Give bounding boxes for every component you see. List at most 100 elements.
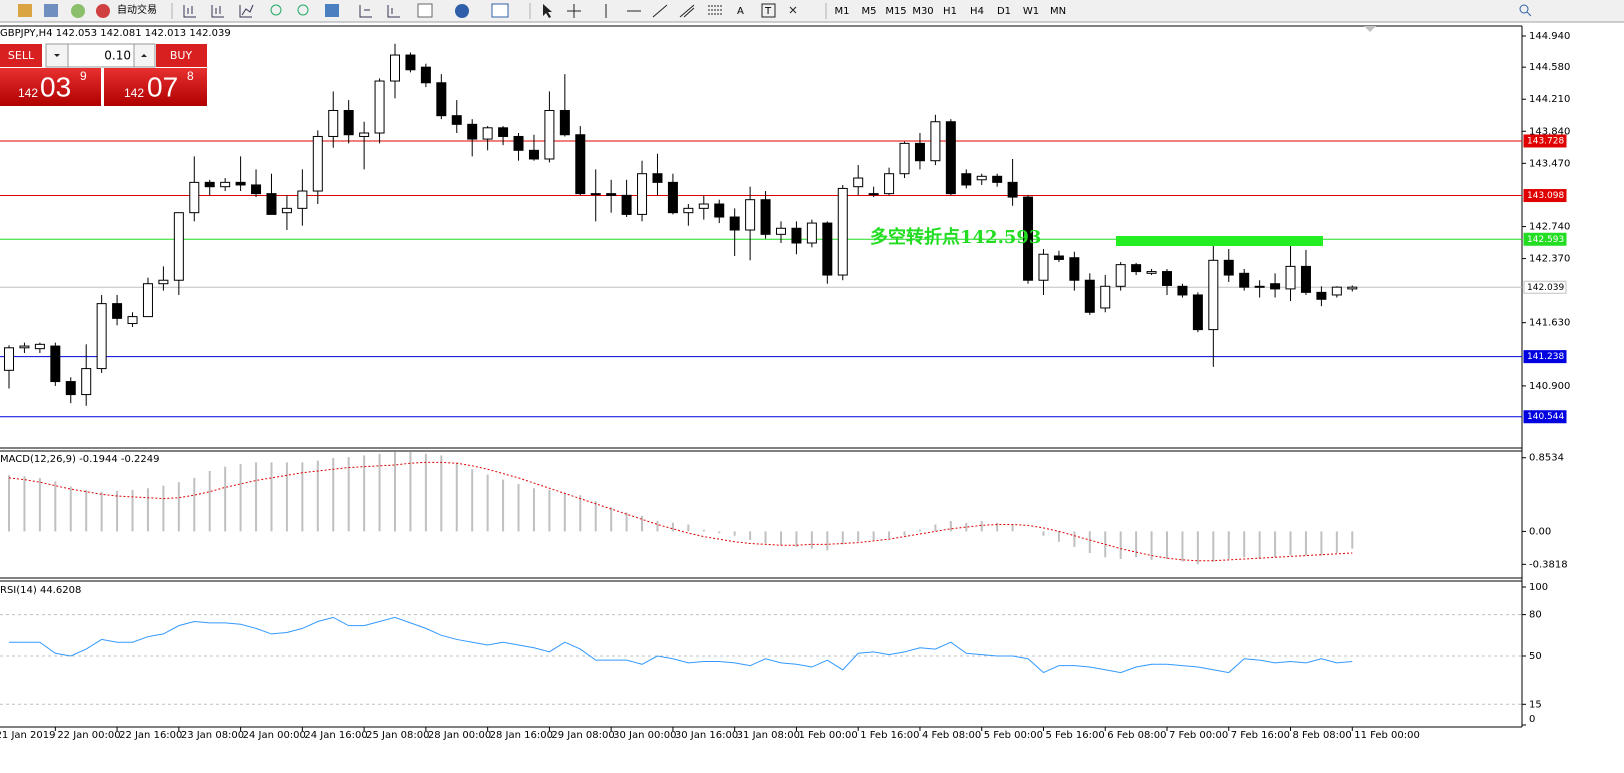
arrows-tool[interactable] <box>789 6 797 14</box>
auto-trade-icon[interactable] <box>96 4 110 18</box>
y-tick-label: 0.00 <box>1529 526 1551 537</box>
candle-body <box>822 222 833 276</box>
candle-body <box>776 227 786 235</box>
candle-body <box>729 216 740 231</box>
level-label: 142.039 <box>1527 283 1564 293</box>
candle-body <box>1239 272 1250 288</box>
y-tick-label: 144.210 <box>1529 94 1570 105</box>
level-label-box <box>1523 350 1567 364</box>
x-tick-label: 4 Feb 08:00 <box>922 730 981 741</box>
crosshair-tool[interactable] <box>567 4 581 18</box>
icon[interactable] <box>491 3 509 18</box>
candle-body <box>1131 264 1142 273</box>
icon[interactable] <box>71 4 85 18</box>
sell-button[interactable] <box>0 44 42 67</box>
candle-body <box>467 123 478 140</box>
fibo-tool[interactable] <box>708 5 722 15</box>
y-tick-label: 143.840 <box>1529 126 1570 137</box>
candle-body <box>173 212 184 281</box>
label-tool[interactable]: T <box>764 6 772 17</box>
buy-button[interactable] <box>156 44 207 67</box>
chart-frame <box>0 25 1523 728</box>
candle-body <box>513 135 524 151</box>
search[interactable] <box>1519 4 1529 14</box>
timeframe-button[interactable]: M15 <box>885 6 906 17</box>
icon[interactable] <box>387 5 400 18</box>
annotation: 多空转折点142.593 <box>870 226 1041 248</box>
trendline-tool[interactable] <box>652 4 668 18</box>
candle-body <box>1023 196 1034 281</box>
candle-body <box>853 177 864 188</box>
zoom-in[interactable] <box>270 4 282 16</box>
cursor-tool[interactable] <box>543 4 552 18</box>
candle-body <box>652 173 663 183</box>
icon[interactable] <box>239 4 254 18</box>
candle-body <box>791 227 802 244</box>
candle-body <box>1038 253 1049 281</box>
candle-body <box>1300 265 1311 293</box>
ask-big: 142 <box>124 86 144 100</box>
text-tool[interactable]: A <box>737 6 744 17</box>
y-tick-label: 0.8534 <box>1529 453 1564 464</box>
timeframe-button[interactable]: H1 <box>943 6 957 17</box>
x-tick-label: 22 Jan 16:00 <box>119 730 182 741</box>
icon[interactable] <box>183 5 196 18</box>
candle-body <box>1084 279 1095 313</box>
candle-body <box>343 109 354 136</box>
icon[interactable] <box>455 4 469 18</box>
channel-tool[interactable] <box>679 4 695 18</box>
candle-body <box>4 347 14 371</box>
x-tick-label: 25 Jan 08:00 <box>366 730 429 741</box>
candle-body <box>1007 181 1018 198</box>
icon[interactable] <box>44 4 58 17</box>
candle-body <box>359 132 370 137</box>
sell-label: SELL <box>8 49 35 62</box>
level-label-box <box>1523 232 1567 246</box>
rsi-line <box>9 616 1353 674</box>
x-tick-label: 29 Jan 08:00 <box>551 730 614 741</box>
bid-box[interactable] <box>0 68 101 106</box>
y-tick-label: 141.630 <box>1529 318 1570 329</box>
icon[interactable] <box>417 3 433 18</box>
x-tick-label: 24 Jan 16:00 <box>304 730 367 741</box>
ask-main: 07 <box>147 71 178 102</box>
candle-body <box>1192 294 1203 331</box>
timeframe-button[interactable]: M1 <box>835 6 850 17</box>
candle-body <box>96 303 107 370</box>
x-tick-label: 31 Jan 08:00 <box>737 730 800 741</box>
auto-trade-button[interactable]: 自动交易 <box>117 3 157 16</box>
icon[interactable] <box>359 5 372 18</box>
candle-body <box>1177 285 1188 296</box>
candle-body <box>837 187 848 276</box>
bid-big: 142 <box>18 86 38 100</box>
candle-body <box>1316 291 1327 300</box>
timeframe-button[interactable]: H4 <box>970 6 984 17</box>
price-panel: GBPJPY,H4 142.053 142.081 142.013 142.03… <box>0 28 1570 424</box>
candle-body <box>930 121 941 162</box>
level-label-box <box>1523 410 1567 424</box>
indicator-title: RSI(14) 44.6208 <box>0 585 81 596</box>
timeframe-button[interactable]: D1 <box>997 6 1011 17</box>
x-tick-label: 22 Jan 00:00 <box>57 730 120 741</box>
y-tick-label: 80 <box>1529 610 1542 621</box>
icon[interactable] <box>325 4 339 17</box>
timeframe-button[interactable]: W1 <box>1023 6 1039 17</box>
timeframe-button[interactable]: M30 <box>912 6 933 17</box>
candle-body <box>112 303 123 319</box>
x-tick-label: 11 Feb 00:00 <box>1354 730 1420 741</box>
candle-body <box>281 207 292 214</box>
timeframe-button[interactable]: M5 <box>862 6 877 17</box>
ask-box[interactable] <box>104 68 207 106</box>
zoom-out[interactable] <box>297 4 309 16</box>
timeframe-button[interactable]: MN <box>1050 6 1066 17</box>
level-label: 141.238 <box>1527 352 1564 362</box>
candle-body <box>297 190 308 209</box>
trade-panel: SELL 0.10 BUY 142 03 9 142 07 8 <box>0 43 207 106</box>
icon[interactable] <box>211 5 224 18</box>
candle-body <box>1115 264 1126 287</box>
y-tick-label: 142.740 <box>1529 222 1570 233</box>
lot-value: 0.10 <box>104 49 131 63</box>
level-label: 143.098 <box>1527 191 1564 201</box>
icon[interactable] <box>18 4 32 17</box>
x-tick-label: 7 Feb 00:00 <box>1169 730 1228 741</box>
